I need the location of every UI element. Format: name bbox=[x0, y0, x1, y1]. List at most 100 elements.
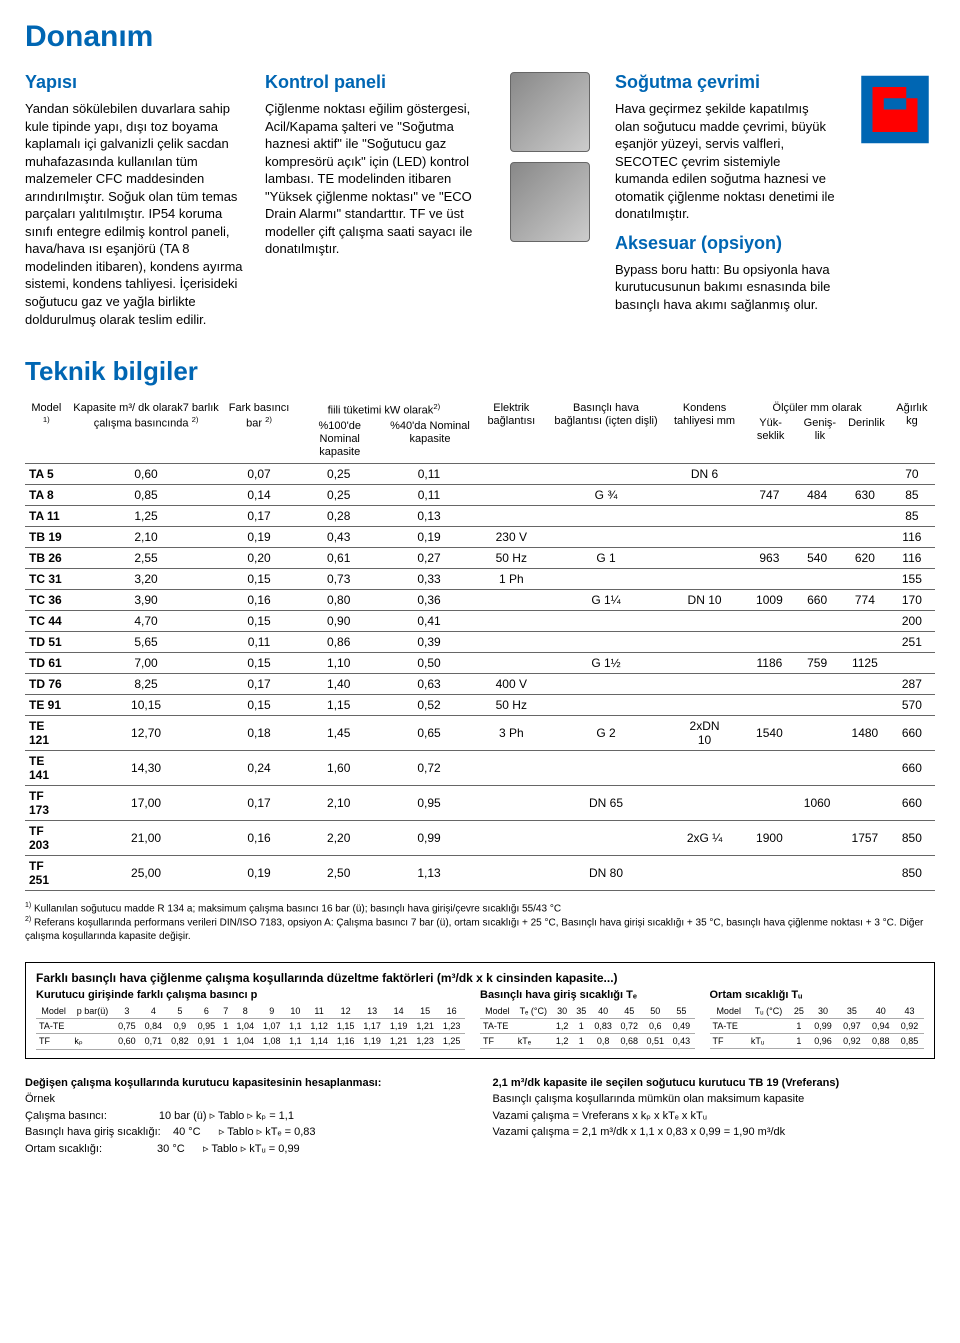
cell-der bbox=[841, 610, 889, 631]
cell-kg: 155 bbox=[889, 568, 935, 589]
cell-kg: 850 bbox=[889, 855, 935, 890]
cell-p100: 2,10 bbox=[294, 785, 384, 820]
corr-cell: 25 bbox=[789, 1004, 809, 1019]
cell-kg: 200 bbox=[889, 610, 935, 631]
calc-line: Vazami çalışma = Vreferans x kₚ x kTₑ x … bbox=[493, 1108, 936, 1125]
col3-text: Hava geçirmez şekilde kapatılmış olan so… bbox=[615, 100, 835, 223]
cell-el bbox=[474, 785, 548, 820]
cell-gen bbox=[793, 855, 841, 890]
cell-kap: 5,65 bbox=[68, 631, 225, 652]
cell-bas bbox=[548, 505, 663, 526]
corr-sec3: Ortam sıcaklığı Tᵤ ModelTᵤ (°C)253035404… bbox=[710, 989, 925, 1049]
corr-cell: 1,19 bbox=[359, 1033, 386, 1049]
corr-cell bbox=[515, 1018, 552, 1033]
cell-p40: 0,65 bbox=[384, 715, 474, 750]
corr-cell: 45 bbox=[616, 1004, 642, 1019]
corr-cell: TA-TE bbox=[710, 1018, 748, 1033]
corr-row: TFkTₑ1,210,80,680,510,43 bbox=[480, 1033, 695, 1048]
cell-gen: 540 bbox=[793, 547, 841, 568]
cell-model: TD 61 bbox=[25, 652, 68, 673]
image-column bbox=[505, 72, 595, 328]
cell-gen: 484 bbox=[793, 484, 841, 505]
cell-yuk bbox=[746, 631, 794, 652]
calc-line: Basınçlı hava giriş sıcaklığı: 40 °C ▹ T… bbox=[25, 1124, 468, 1141]
cell-gen bbox=[793, 694, 841, 715]
cell-model: TC 44 bbox=[25, 610, 68, 631]
cell-fark: 0,15 bbox=[224, 652, 293, 673]
cell-el bbox=[474, 855, 548, 890]
cell-bas: DN 65 bbox=[548, 785, 663, 820]
corr-cell: Tₑ (°C) bbox=[515, 1004, 552, 1019]
corr-cell: 1,07 bbox=[258, 1018, 285, 1033]
cell-kap: 12,70 bbox=[68, 715, 225, 750]
cell-fark: 0,16 bbox=[224, 820, 293, 855]
col1-heading: Yapısı bbox=[25, 72, 245, 93]
cell-model: TA 8 bbox=[25, 484, 68, 505]
cell-kg: 251 bbox=[889, 631, 935, 652]
corr-cell: 1,1 bbox=[285, 1033, 306, 1049]
calc-left: Değişen çalışma koşullarında kurutucu ka… bbox=[25, 1075, 468, 1158]
cell-bas: G 1 bbox=[548, 547, 663, 568]
corr-cell: 1,04 bbox=[232, 1018, 259, 1033]
cell-p100: 1,15 bbox=[294, 694, 384, 715]
corr-cell: 4 bbox=[140, 1004, 167, 1019]
table-row: TA 111,250,170,280,1385 bbox=[25, 505, 935, 526]
corr-cell: Tᵤ (°C) bbox=[748, 1004, 789, 1019]
cell-el bbox=[474, 505, 548, 526]
note1: Kullanılan soğutucu madde R 134 a; maksi… bbox=[34, 903, 561, 914]
corr-s3-label: Ortam sıcaklığı Tᵤ bbox=[710, 989, 925, 1001]
cell-kon bbox=[664, 505, 746, 526]
cell-gen bbox=[793, 568, 841, 589]
cell-yuk: 1540 bbox=[746, 715, 794, 750]
corr-row: TA-TE10,990,970,940,92 bbox=[710, 1018, 925, 1033]
cell-el bbox=[474, 652, 548, 673]
cell-yuk bbox=[746, 505, 794, 526]
corr-cell: 0,9 bbox=[167, 1018, 194, 1033]
calc-line: Çalışma basıncı: 10 bar (ü) ▹ Tablo ▹ kₚ… bbox=[25, 1108, 468, 1125]
corr-cell: 1,2 bbox=[552, 1033, 573, 1048]
corr-cell: p bar(ü) bbox=[71, 1004, 113, 1019]
cell-der bbox=[841, 463, 889, 484]
cell-model: TA 5 bbox=[25, 463, 68, 484]
cell-bas: G ¾ bbox=[548, 484, 663, 505]
corr-cell: 1 bbox=[572, 1033, 590, 1048]
col3-heading: Soğutma çevrimi bbox=[615, 72, 835, 93]
col2-text: Çiğlenme noktası eğilim göstergesi, Acil… bbox=[265, 100, 485, 258]
cell-kg bbox=[889, 652, 935, 673]
table-row: TC 363,900,160,800,36G 1¼DN 101009660774… bbox=[25, 589, 935, 610]
cell-kg: 170 bbox=[889, 589, 935, 610]
corr-cell: 3 bbox=[114, 1004, 141, 1019]
cell-model: TE 141 bbox=[25, 750, 68, 785]
cell-fark: 0,17 bbox=[224, 505, 293, 526]
table-row: TC 444,700,150,900,41200 bbox=[25, 610, 935, 631]
cell-bas bbox=[548, 463, 663, 484]
cell-kg: 570 bbox=[889, 694, 935, 715]
cell-gen bbox=[793, 505, 841, 526]
corr-cell: 1,12 bbox=[306, 1018, 333, 1033]
corr-cell: 0,97 bbox=[837, 1018, 866, 1033]
cell-kg: 660 bbox=[889, 715, 935, 750]
cell-p100: 0,90 bbox=[294, 610, 384, 631]
calc-line: Basınçlı çalışma koşullarında mümkün ola… bbox=[493, 1091, 936, 1108]
cell-kap: 17,00 bbox=[68, 785, 225, 820]
corr-row: TFkTᵤ10,960,920,880,85 bbox=[710, 1033, 925, 1048]
cell-kon: DN 6 bbox=[664, 463, 746, 484]
table-row: TD 768,250,171,400,63400 V287 bbox=[25, 673, 935, 694]
correction-block: Farklı basınçlı hava çiğlenme çalışma ko… bbox=[25, 962, 935, 1059]
cell-kap: 8,25 bbox=[68, 673, 225, 694]
cell-el bbox=[474, 463, 548, 484]
cell-p100: 1,45 bbox=[294, 715, 384, 750]
th-model: Model 1) bbox=[25, 399, 68, 463]
corr-cell: 1,04 bbox=[232, 1033, 259, 1049]
cell-gen: 1060 bbox=[793, 785, 841, 820]
corr-table3: ModelTᵤ (°C)2530354043TA-TE10,990,970,94… bbox=[710, 1004, 925, 1049]
cell-kon bbox=[664, 526, 746, 547]
corr-cell: 0,49 bbox=[668, 1018, 694, 1033]
cell-yuk bbox=[746, 673, 794, 694]
corr-cell: 35 bbox=[572, 1004, 590, 1019]
cell-gen bbox=[793, 673, 841, 694]
corr-cell: TA-TE bbox=[36, 1018, 71, 1033]
cell-der: 1480 bbox=[841, 715, 889, 750]
cell-el: 400 V bbox=[474, 673, 548, 694]
corr-cell: 0,60 bbox=[114, 1033, 141, 1049]
